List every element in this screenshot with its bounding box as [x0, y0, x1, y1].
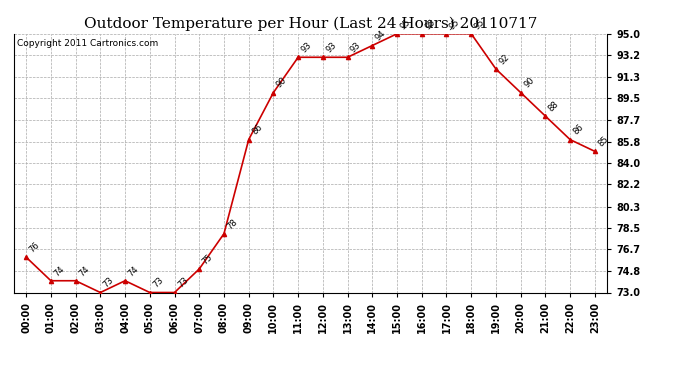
Text: 73: 73: [151, 276, 165, 290]
Text: 86: 86: [571, 123, 586, 137]
Text: 78: 78: [226, 217, 239, 231]
Text: 76: 76: [28, 240, 41, 255]
Text: 95: 95: [423, 17, 437, 31]
Text: 75: 75: [201, 252, 215, 266]
Text: Copyright 2011 Cartronics.com: Copyright 2011 Cartronics.com: [17, 39, 158, 48]
Text: 93: 93: [349, 40, 363, 54]
Text: 85: 85: [596, 135, 610, 148]
Text: 94: 94: [374, 29, 388, 43]
Text: 73: 73: [101, 276, 116, 290]
Text: 86: 86: [250, 123, 264, 137]
Text: 95: 95: [473, 17, 486, 31]
Text: 93: 93: [324, 40, 338, 54]
Title: Outdoor Temperature per Hour (Last 24 Hours) 20110717: Outdoor Temperature per Hour (Last 24 Ho…: [83, 17, 538, 31]
Text: 92: 92: [497, 53, 511, 66]
Text: 90: 90: [522, 76, 536, 90]
Text: 73: 73: [176, 276, 190, 290]
Text: 88: 88: [546, 99, 561, 113]
Text: 93: 93: [299, 40, 313, 54]
Text: 74: 74: [77, 264, 91, 278]
Text: 95: 95: [448, 17, 462, 31]
Text: 74: 74: [126, 264, 140, 278]
Text: 90: 90: [275, 76, 288, 90]
Text: 74: 74: [52, 264, 66, 278]
Text: 95: 95: [398, 17, 412, 31]
